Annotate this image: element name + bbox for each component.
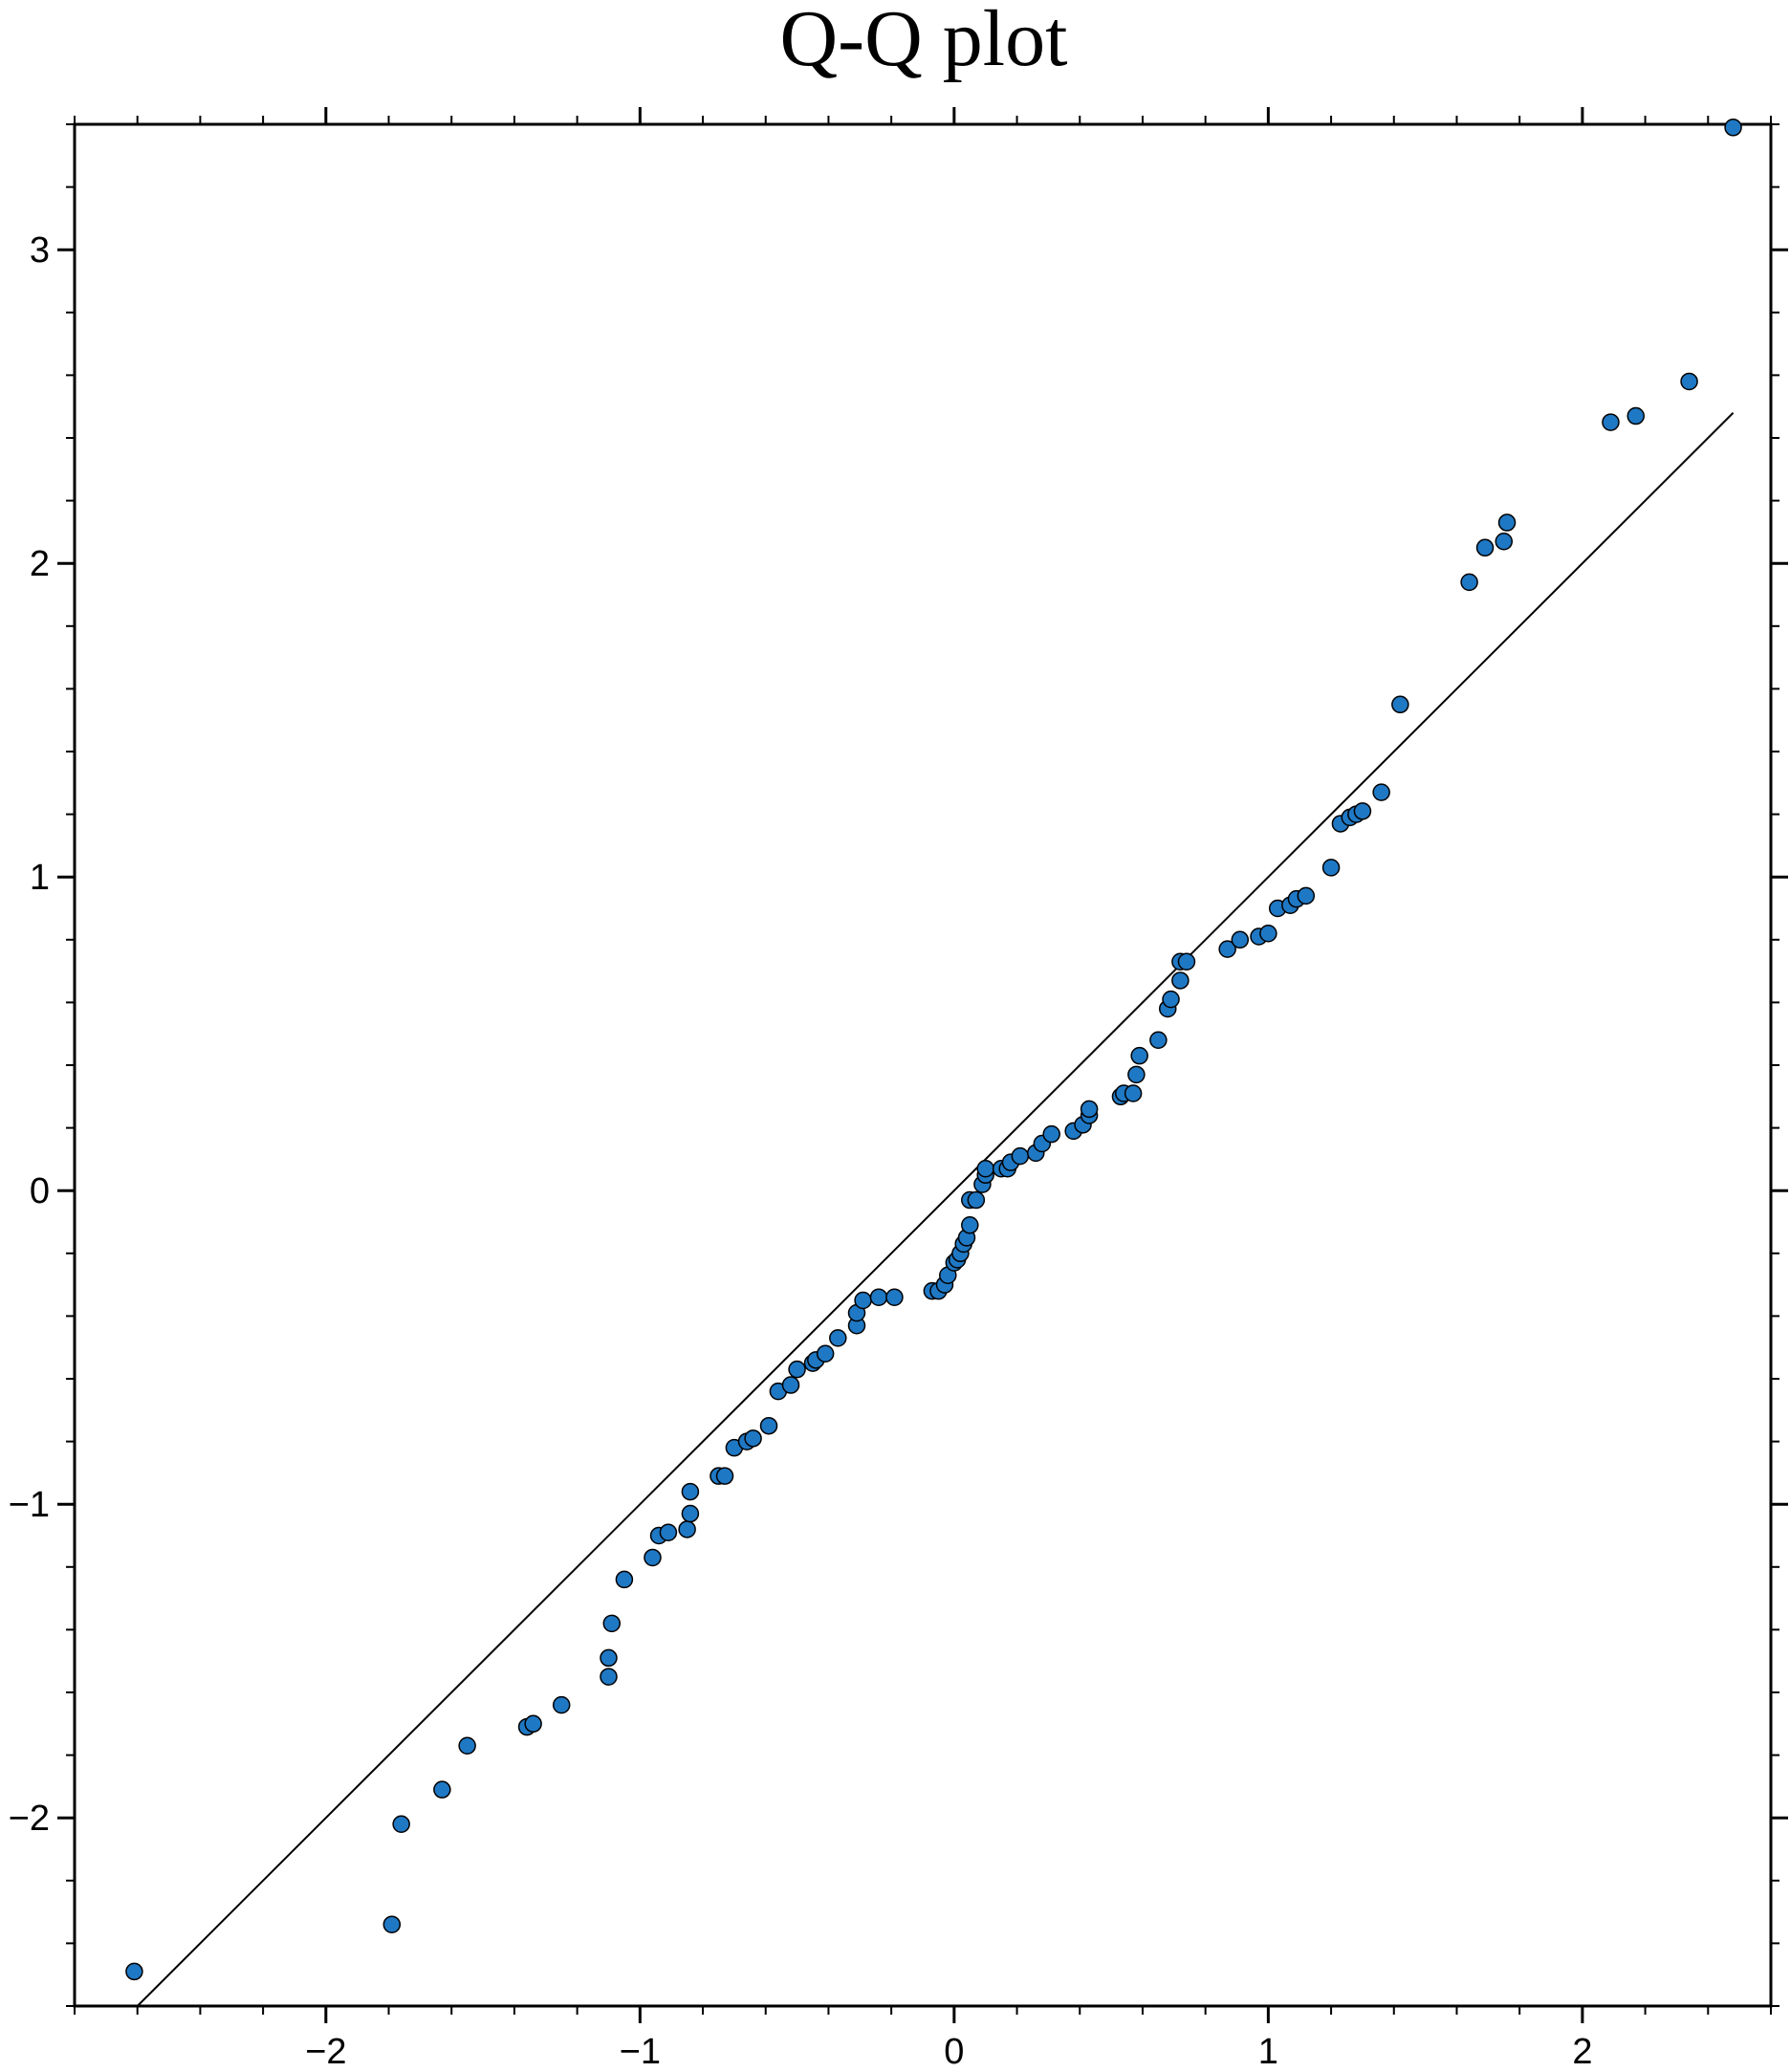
data-point [600,1668,618,1686]
tick-labels: −2 −1 0 1 2 −2 −1 0 1 2 3 [9,230,1593,2072]
data-point [961,1216,979,1234]
data-point [759,1416,778,1435]
data-point [854,1291,872,1310]
data-point [382,1915,402,1933]
data-point [1171,971,1190,990]
data-point [1218,940,1236,958]
data-point [1602,413,1620,431]
y-tick-label: 3 [30,230,50,271]
data-point [458,1736,476,1756]
data-point [433,1780,451,1799]
data-point [1231,930,1250,949]
data-point [1297,886,1316,905]
data-point [125,1962,143,1981]
x-tick-label: 0 [944,2032,964,2067]
data-point [1011,1146,1030,1166]
data-point [869,1288,888,1306]
data-point [1724,119,1742,137]
scatter-points [125,119,1742,1981]
data-point [1042,1124,1060,1144]
chart-title: Q-Q plot [780,0,1068,83]
y-tick-label: 1 [30,858,50,898]
plot-border [73,122,1773,2008]
data-point [829,1329,847,1347]
data-point [1080,1100,1099,1119]
data-point [678,1520,696,1538]
x-tick-label: −2 [305,2032,346,2067]
plot-frame [73,122,1773,2008]
data-point [600,1648,618,1668]
data-point [1372,783,1390,801]
data-point [1177,952,1196,971]
reference-line [136,412,1735,2007]
y-tick-label: 0 [30,1171,50,1211]
data-point [816,1344,835,1363]
data-point [885,1288,904,1306]
data-point [552,1695,571,1714]
y-tick-label: −1 [9,1485,50,1525]
x-tick-label: −1 [620,2032,661,2067]
data-point [1460,573,1478,592]
data-point [1391,695,1409,714]
data-point [602,1614,622,1633]
data-point [1475,538,1495,557]
data-point [524,1714,542,1734]
data-point [1130,1046,1148,1065]
y-tick-label: −2 [9,1799,50,1839]
data-point [392,1815,410,1834]
data-point [1124,1084,1143,1102]
data-point [781,1376,800,1394]
axis-ticks [57,107,1788,2023]
data-point [1497,513,1517,532]
data-point [1321,859,1341,877]
data-point [976,1159,994,1178]
data-point [644,1548,662,1567]
data-point [1353,802,1372,820]
data-point [1495,532,1514,551]
data-point [615,1570,634,1589]
data-point [715,1467,734,1485]
data-point [659,1523,678,1541]
data-point [744,1429,762,1448]
reference-line-layer [136,412,1735,2007]
data-point [1127,1065,1146,1084]
data-point [967,1190,986,1210]
data-point [788,1360,806,1379]
x-tick-label: 2 [1572,2032,1592,2067]
data-point [1149,1031,1168,1050]
y-tick-label: 2 [30,544,50,584]
data-point [681,1504,700,1523]
data-point [1680,372,1698,391]
data-point [1626,406,1645,425]
data-point [1162,990,1180,1009]
data-point [681,1482,700,1501]
data-point [1259,924,1277,943]
x-tick-label: 1 [1258,2032,1278,2067]
